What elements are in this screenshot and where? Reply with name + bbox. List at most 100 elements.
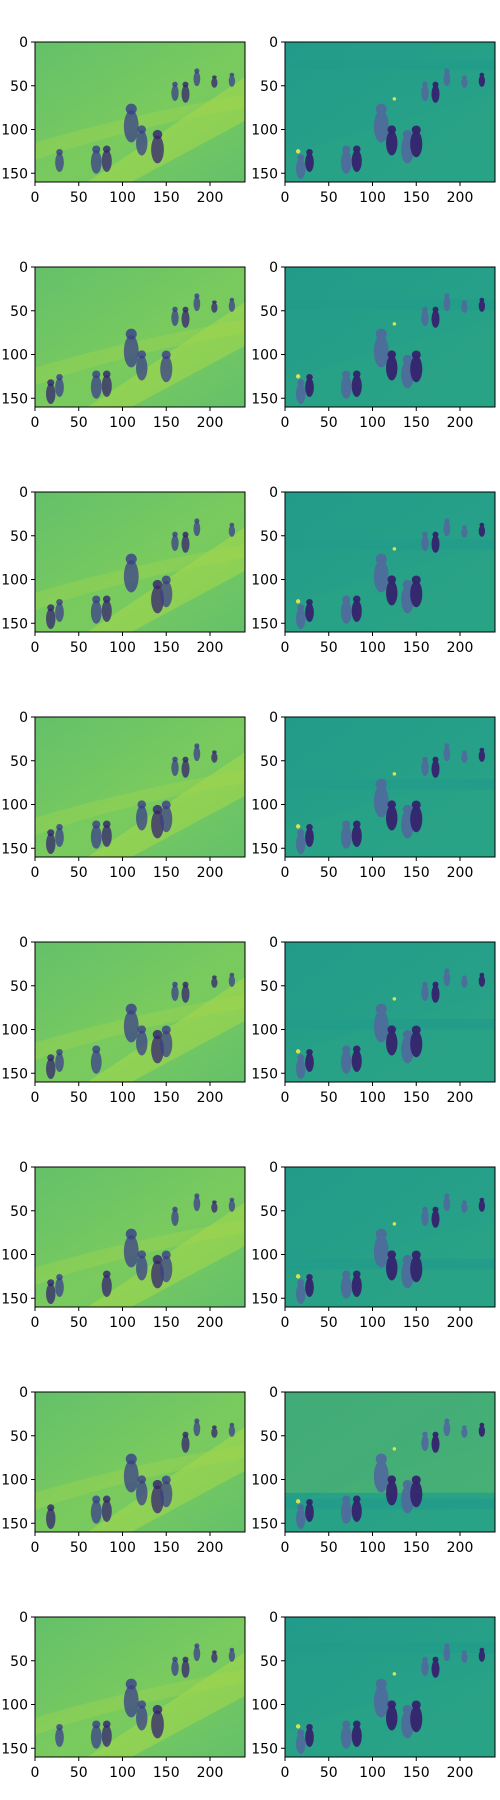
x-tick-label: 100: [359, 865, 386, 881]
x-tick-label: 200: [197, 1540, 224, 1556]
y-tick-label: 0: [269, 35, 278, 51]
x-tick-label: 50: [70, 190, 88, 206]
y-tick-label: 150: [251, 1291, 278, 1307]
y-tick-label: 100: [251, 1023, 278, 1039]
x-tick-label: 200: [447, 640, 474, 656]
y-tick-label: 150: [1, 1516, 28, 1532]
x-tick-label: 200: [447, 1315, 474, 1331]
y-tick-label: 100: [1, 1698, 28, 1714]
y-tick-label: 50: [10, 1204, 28, 1220]
y-tick-label: 100: [251, 1698, 278, 1714]
x-tick-label: 150: [153, 1090, 180, 1106]
x-tick-label: 100: [109, 1540, 136, 1556]
y-tick-label: 0: [19, 485, 28, 501]
x-tick-label: 150: [403, 1090, 430, 1106]
x-tick-label: 200: [447, 865, 474, 881]
y-tick-label: 50: [260, 754, 278, 770]
x-tick-label: 100: [359, 1090, 386, 1106]
y-tick-label: 150: [1, 391, 28, 407]
y-tick-label: 100: [251, 798, 278, 814]
x-tick-label: 50: [320, 1765, 338, 1781]
y-tick-label: 0: [19, 710, 28, 726]
y-tick-label: 150: [251, 1066, 278, 1082]
x-tick-label: 50: [70, 1315, 88, 1331]
y-tick-label: 50: [10, 979, 28, 995]
x-tick-label: 200: [447, 415, 474, 431]
x-tick-label: 200: [197, 1090, 224, 1106]
y-tick-label: 150: [251, 391, 278, 407]
y-tick-label: 0: [19, 935, 28, 951]
y-tick-label: 100: [1, 1023, 28, 1039]
x-tick-label: 100: [359, 1315, 386, 1331]
x-tick-label: 0: [31, 1315, 40, 1331]
x-tick-label: 50: [320, 415, 338, 431]
x-tick-label: 200: [197, 640, 224, 656]
y-tick-label: 50: [10, 79, 28, 95]
y-tick-label: 150: [251, 841, 278, 857]
x-tick-label: 0: [31, 1090, 40, 1106]
x-tick-label: 100: [109, 865, 136, 881]
y-tick-label: 100: [1, 798, 28, 814]
y-tick-label: 150: [1, 1291, 28, 1307]
x-tick-label: 100: [359, 190, 386, 206]
y-tick-label: 50: [260, 304, 278, 320]
y-tick-label: 50: [10, 754, 28, 770]
y-tick-label: 150: [1, 1066, 28, 1082]
x-tick-label: 0: [281, 1765, 290, 1781]
x-tick-label: 100: [359, 640, 386, 656]
y-tick-label: 0: [269, 1160, 278, 1176]
y-tick-label: 150: [251, 1516, 278, 1532]
x-tick-label: 50: [70, 865, 88, 881]
y-tick-label: 100: [1, 348, 28, 364]
y-tick-label: 0: [269, 485, 278, 501]
x-tick-label: 50: [70, 1765, 88, 1781]
x-tick-label: 0: [31, 1540, 40, 1556]
x-tick-label: 0: [31, 190, 40, 206]
x-tick-label: 200: [447, 1090, 474, 1106]
y-tick-label: 50: [10, 304, 28, 320]
x-tick-label: 200: [197, 1765, 224, 1781]
x-tick-label: 150: [403, 1315, 430, 1331]
y-tick-label: 100: [251, 1248, 278, 1264]
y-tick-label: 100: [1, 1473, 28, 1489]
x-tick-label: 50: [70, 1540, 88, 1556]
y-tick-label: 50: [260, 1654, 278, 1670]
y-tick-label: 50: [260, 979, 278, 995]
y-tick-label: 0: [19, 1385, 28, 1401]
x-tick-label: 100: [359, 1540, 386, 1556]
y-tick-label: 150: [1, 166, 28, 182]
x-tick-label: 0: [281, 1540, 290, 1556]
x-tick-label: 0: [281, 415, 290, 431]
x-tick-label: 50: [320, 1540, 338, 1556]
x-tick-label: 50: [70, 1090, 88, 1106]
y-tick-label: 0: [269, 710, 278, 726]
x-tick-label: 50: [320, 1090, 338, 1106]
x-tick-label: 0: [31, 640, 40, 656]
x-tick-label: 0: [281, 865, 290, 881]
x-tick-label: 0: [31, 1765, 40, 1781]
x-tick-label: 0: [281, 1315, 290, 1331]
x-tick-label: 0: [281, 190, 290, 206]
y-tick-label: 100: [1, 123, 28, 139]
x-tick-label: 200: [197, 1315, 224, 1331]
x-tick-label: 200: [447, 1765, 474, 1781]
y-tick-label: 150: [251, 616, 278, 632]
x-tick-label: 150: [403, 190, 430, 206]
x-tick-label: 50: [70, 415, 88, 431]
x-tick-label: 150: [153, 1765, 180, 1781]
x-tick-label: 100: [109, 640, 136, 656]
y-tick-label: 150: [251, 1741, 278, 1757]
y-tick-label: 100: [251, 573, 278, 589]
x-tick-label: 50: [320, 865, 338, 881]
y-tick-label: 0: [19, 1610, 28, 1626]
